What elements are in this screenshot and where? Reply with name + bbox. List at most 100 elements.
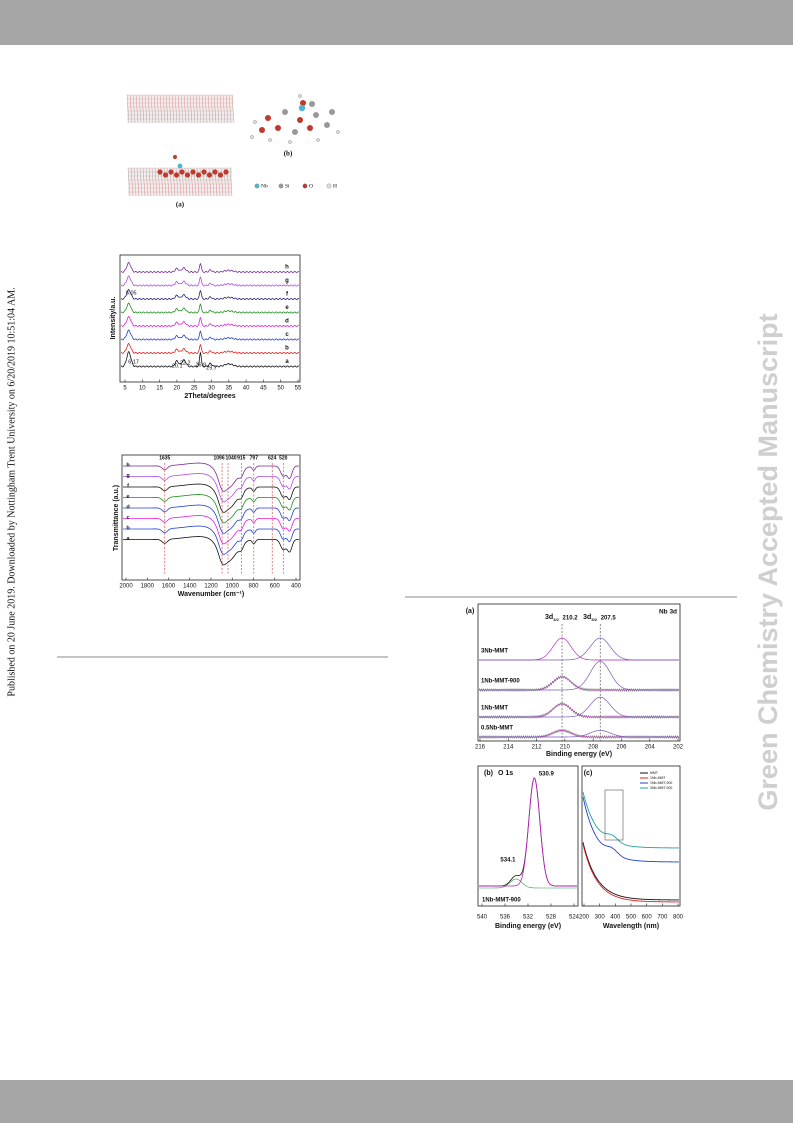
label: 206 xyxy=(616,745,627,751)
bond xyxy=(159,94,163,124)
label: 3Nb-MMT-900 xyxy=(650,786,672,790)
atom xyxy=(212,169,218,175)
bond xyxy=(165,94,169,124)
plot-frame xyxy=(119,254,301,383)
label: f xyxy=(286,292,289,298)
bond xyxy=(162,94,166,124)
atom xyxy=(162,172,169,178)
curve xyxy=(123,473,300,503)
atom xyxy=(223,169,229,175)
curve xyxy=(120,262,300,274)
atom xyxy=(253,120,257,124)
label: 200 xyxy=(579,915,590,921)
atom xyxy=(173,155,177,159)
label: Si xyxy=(285,183,290,189)
label: 26.9 xyxy=(195,362,206,368)
bond xyxy=(198,94,202,124)
label: Binding energy (eV) xyxy=(546,751,612,758)
header-bar xyxy=(0,0,793,45)
label: (c) xyxy=(584,770,593,777)
label: h xyxy=(285,265,289,271)
curve xyxy=(582,796,679,863)
label: 1200 xyxy=(204,584,218,590)
bond xyxy=(201,94,205,124)
label: 204 xyxy=(645,745,656,751)
label: 400 xyxy=(610,915,621,921)
legend-swatch xyxy=(302,183,308,189)
label: 1Nb-MMT-900 xyxy=(650,781,672,785)
atom xyxy=(313,112,319,118)
atom xyxy=(184,172,191,178)
label: 35 xyxy=(225,386,232,392)
label: 1800 xyxy=(141,584,155,590)
label: 536 xyxy=(500,915,511,921)
label: 1096 xyxy=(213,455,224,461)
label: 3Nb-MMT xyxy=(481,649,508,655)
atom xyxy=(275,125,281,131)
curve xyxy=(479,878,577,889)
curve xyxy=(120,329,300,341)
curve xyxy=(123,536,300,566)
label: 600 xyxy=(270,584,281,590)
atom xyxy=(190,169,196,175)
label: 300 xyxy=(595,915,606,921)
atom xyxy=(217,172,224,178)
bond xyxy=(217,167,221,197)
bond xyxy=(127,167,131,197)
atom xyxy=(298,104,306,112)
label: Nb 3d xyxy=(659,609,677,616)
bond xyxy=(133,167,137,197)
bond xyxy=(186,94,190,124)
bond xyxy=(148,167,152,197)
bond xyxy=(210,94,214,124)
bond xyxy=(136,167,140,197)
bond xyxy=(192,94,196,124)
label: Intensity/a.u. xyxy=(110,297,117,340)
bond xyxy=(150,94,154,124)
bond xyxy=(166,167,170,197)
label: 3d xyxy=(545,614,553,621)
slab xyxy=(127,95,233,123)
bond xyxy=(174,94,178,124)
label: (b) xyxy=(484,770,493,777)
label: 3d xyxy=(583,614,591,621)
curve xyxy=(582,844,679,903)
label: 6.17 xyxy=(128,359,139,365)
bond xyxy=(154,167,158,197)
bond xyxy=(129,94,133,124)
label: 29.7 xyxy=(206,365,217,371)
atom xyxy=(177,163,183,169)
label: 1Nb-MMT xyxy=(650,776,666,780)
label: f xyxy=(127,483,129,489)
atom xyxy=(206,172,213,178)
curve xyxy=(479,637,679,661)
label: (a) xyxy=(466,608,475,615)
label: d xyxy=(126,504,129,510)
label: 534.1 xyxy=(500,858,516,864)
label: 1Nb-MMT-900 xyxy=(481,679,520,685)
curve xyxy=(120,302,300,314)
label: 202 xyxy=(673,745,684,751)
label: 1400 xyxy=(183,584,197,590)
bond xyxy=(196,167,200,197)
label: Wavelength (nm) xyxy=(603,923,659,930)
label: 3/2 xyxy=(553,617,559,622)
bond xyxy=(130,167,134,197)
bond xyxy=(229,167,233,197)
label: Nb xyxy=(261,183,268,189)
label: 25 xyxy=(191,386,198,392)
plot-frame xyxy=(477,765,579,907)
bond xyxy=(180,94,184,124)
label: 210.2 xyxy=(563,616,579,622)
atom xyxy=(297,117,303,123)
bond xyxy=(178,167,182,197)
label: 212 xyxy=(532,745,543,751)
label: 800 xyxy=(248,584,259,590)
bond xyxy=(138,94,142,124)
bond xyxy=(207,94,211,124)
label: 210 xyxy=(560,745,571,751)
label: 524 xyxy=(569,915,580,921)
label: e xyxy=(285,305,289,311)
label: b xyxy=(285,346,289,352)
label: 50 xyxy=(277,386,284,392)
